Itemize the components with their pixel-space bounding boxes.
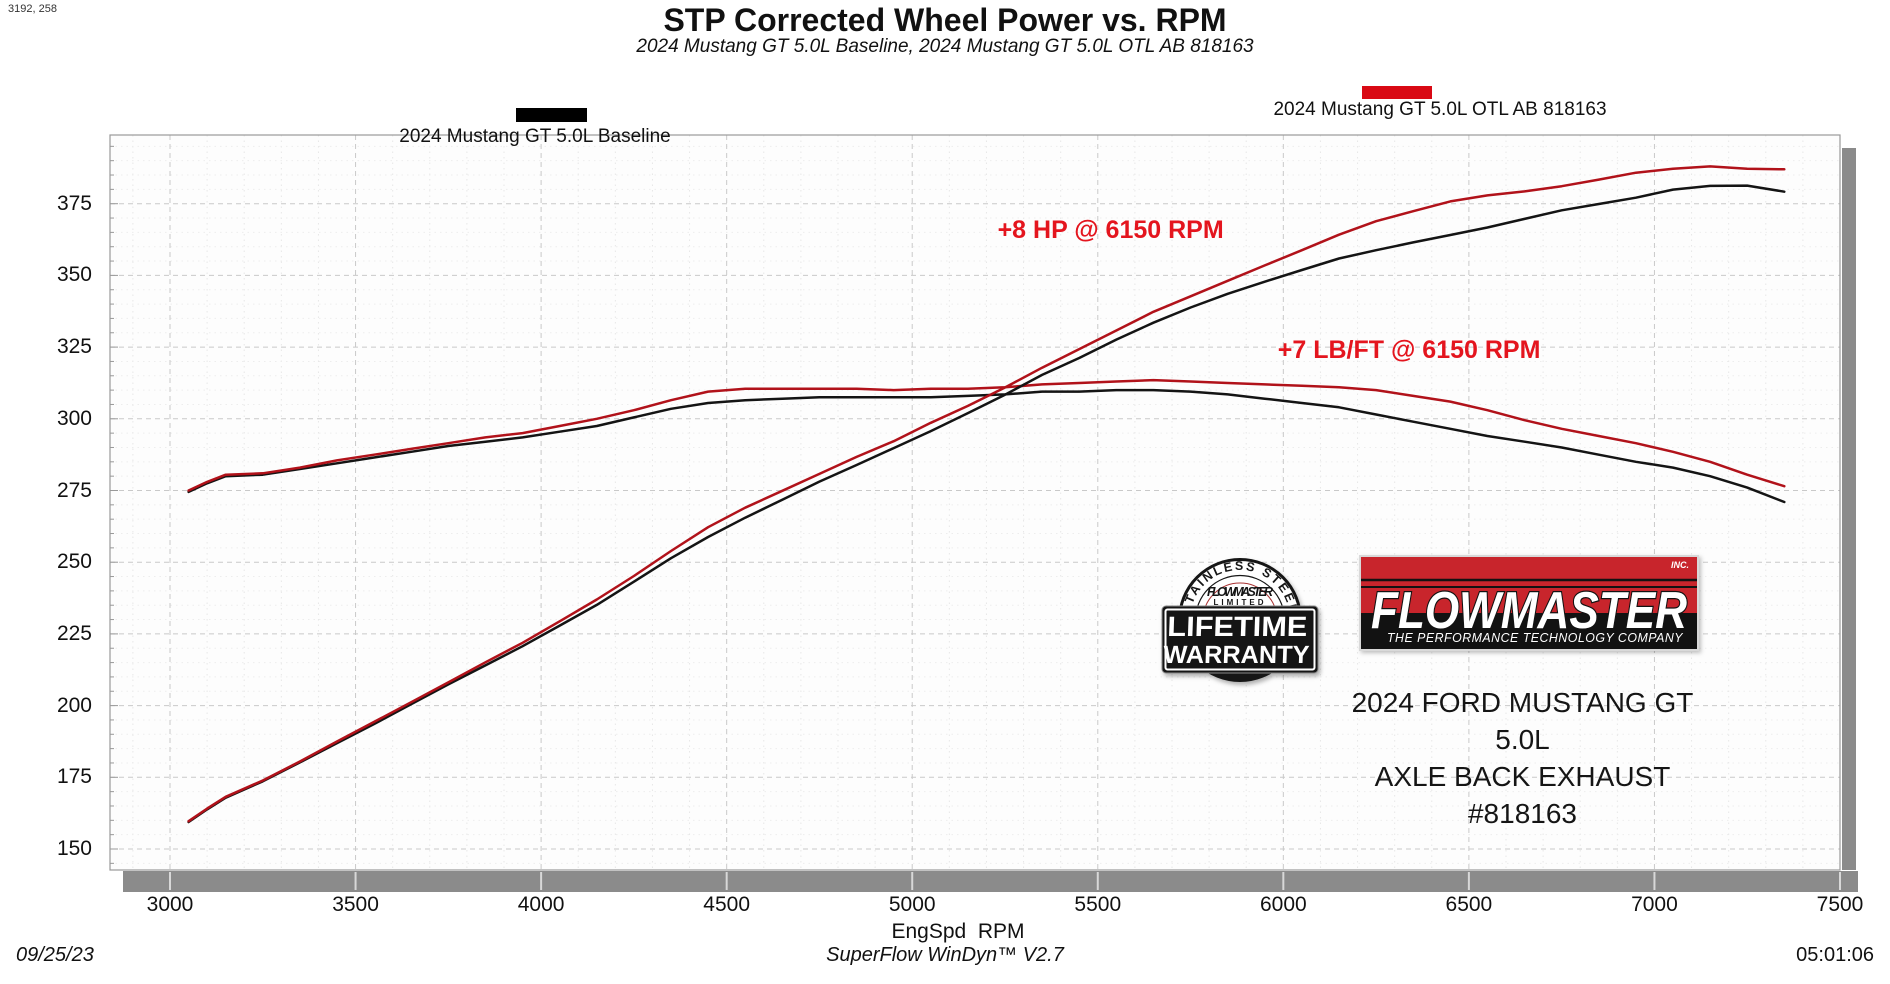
y-tick-label: 200 [56, 693, 92, 717]
annotation-power-gain: +8 HP @ 6150 RPM [997, 215, 1224, 244]
x-tick-label: 5500 [1074, 893, 1122, 916]
y-tick-label: 375 [56, 191, 92, 215]
x-tick-label: 3000 [146, 893, 194, 916]
x-tick-label: 3500 [332, 893, 379, 916]
vehicle-line-2: AXLE BACK EXHAUST #818163 [1374, 761, 1671, 829]
badge-box-border [1164, 608, 1316, 671]
footer-software: SuperFlow WinDyn™ V2.7 [826, 944, 1064, 966]
legend-label-baseline: 2024 Mustang GT 5.0L Baseline [399, 126, 671, 147]
plot-shadow-right [1842, 148, 1856, 870]
y-tick-label: 300 [56, 406, 92, 430]
badge-warranty-text: WARRANTY [1163, 641, 1310, 669]
lifetime-warranty-badge: STAINLESS STEEL FLOWMASTER LIMITED LIFET… [1161, 558, 1319, 682]
legend-swatch-otl-ab [1362, 86, 1432, 99]
badge-brand-text: FLOWMASTER [1207, 585, 1273, 599]
x-tick-label: 5000 [888, 893, 936, 916]
y-tick-label: 275 [56, 478, 92, 502]
curve-power-baseline [187, 184, 1786, 824]
logo-red-band [1361, 557, 1697, 613]
curve-torque-otl-ab [187, 378, 1786, 492]
annotation-torque-gain: +7 LB/FT @ 6150 RPM [1277, 336, 1541, 365]
cursor-coordinates-readout: 3192, 258 [8, 3, 57, 15]
y-tick-label: 325 [56, 335, 92, 359]
x-axis-label: EngSpd RPM [891, 920, 1025, 943]
x-tick-label: 7000 [1631, 893, 1678, 916]
legend-swatch-baseline [516, 108, 587, 122]
flowmaster-logo: INC. FLOWMASTER THE PERFORMANCE TECHNOLO… [1359, 555, 1699, 651]
x-tick-label: 6000 [1259, 893, 1307, 916]
chart-subtitle: 2024 Mustang GT 5.0L Baseline, 2024 Must… [636, 36, 1254, 57]
plot-shadow-bottom [123, 871, 1858, 892]
y-tick-label: 150 [56, 837, 92, 860]
x-tick-label: 4000 [517, 893, 565, 916]
logo-tagline-text: THE PERFORMANCE TECHNOLOGY COMPANY [1387, 631, 1684, 645]
chart-title: STP Corrected Wheel Power vs. RPM [663, 2, 1227, 38]
x-tick-label: 4500 [703, 893, 751, 916]
curve-torque-baseline [187, 388, 1786, 504]
footer-date: 09/25/23 [16, 944, 94, 966]
badge-limited-text: LIMITED [1214, 598, 1267, 607]
plot-area [110, 135, 1840, 870]
vehicle-line-1: 2024 FORD MUSTANG GT 5.0L [1351, 687, 1694, 755]
y-tick-label: 225 [56, 621, 92, 645]
badge-lifetime-text: LIFETIME [1167, 611, 1308, 642]
vehicle-description: 2024 FORD MUSTANG GT 5.0L AXLE BACK EXHA… [1330, 684, 1715, 832]
legend-label-otl-ab: 2024 Mustang GT 5.0L OTL AB 818163 [1273, 99, 1607, 120]
x-tick-label: 7500 [1816, 893, 1864, 916]
plot-border [109, 134, 1841, 871]
curve-power-otl-ab [187, 165, 1786, 823]
logo-name-text: FLOWMASTER [1371, 582, 1687, 640]
y-tick-label: 175 [56, 765, 92, 789]
logo-inc-text: INC. [1671, 560, 1689, 570]
y-tick-label: 350 [56, 263, 92, 287]
logo-black-band [1361, 613, 1697, 649]
footer-time: 05:01:06 [1796, 944, 1874, 966]
badge-box [1161, 605, 1319, 674]
y-tick-label: 250 [56, 550, 92, 574]
x-tick-label: 6500 [1445, 893, 1493, 916]
